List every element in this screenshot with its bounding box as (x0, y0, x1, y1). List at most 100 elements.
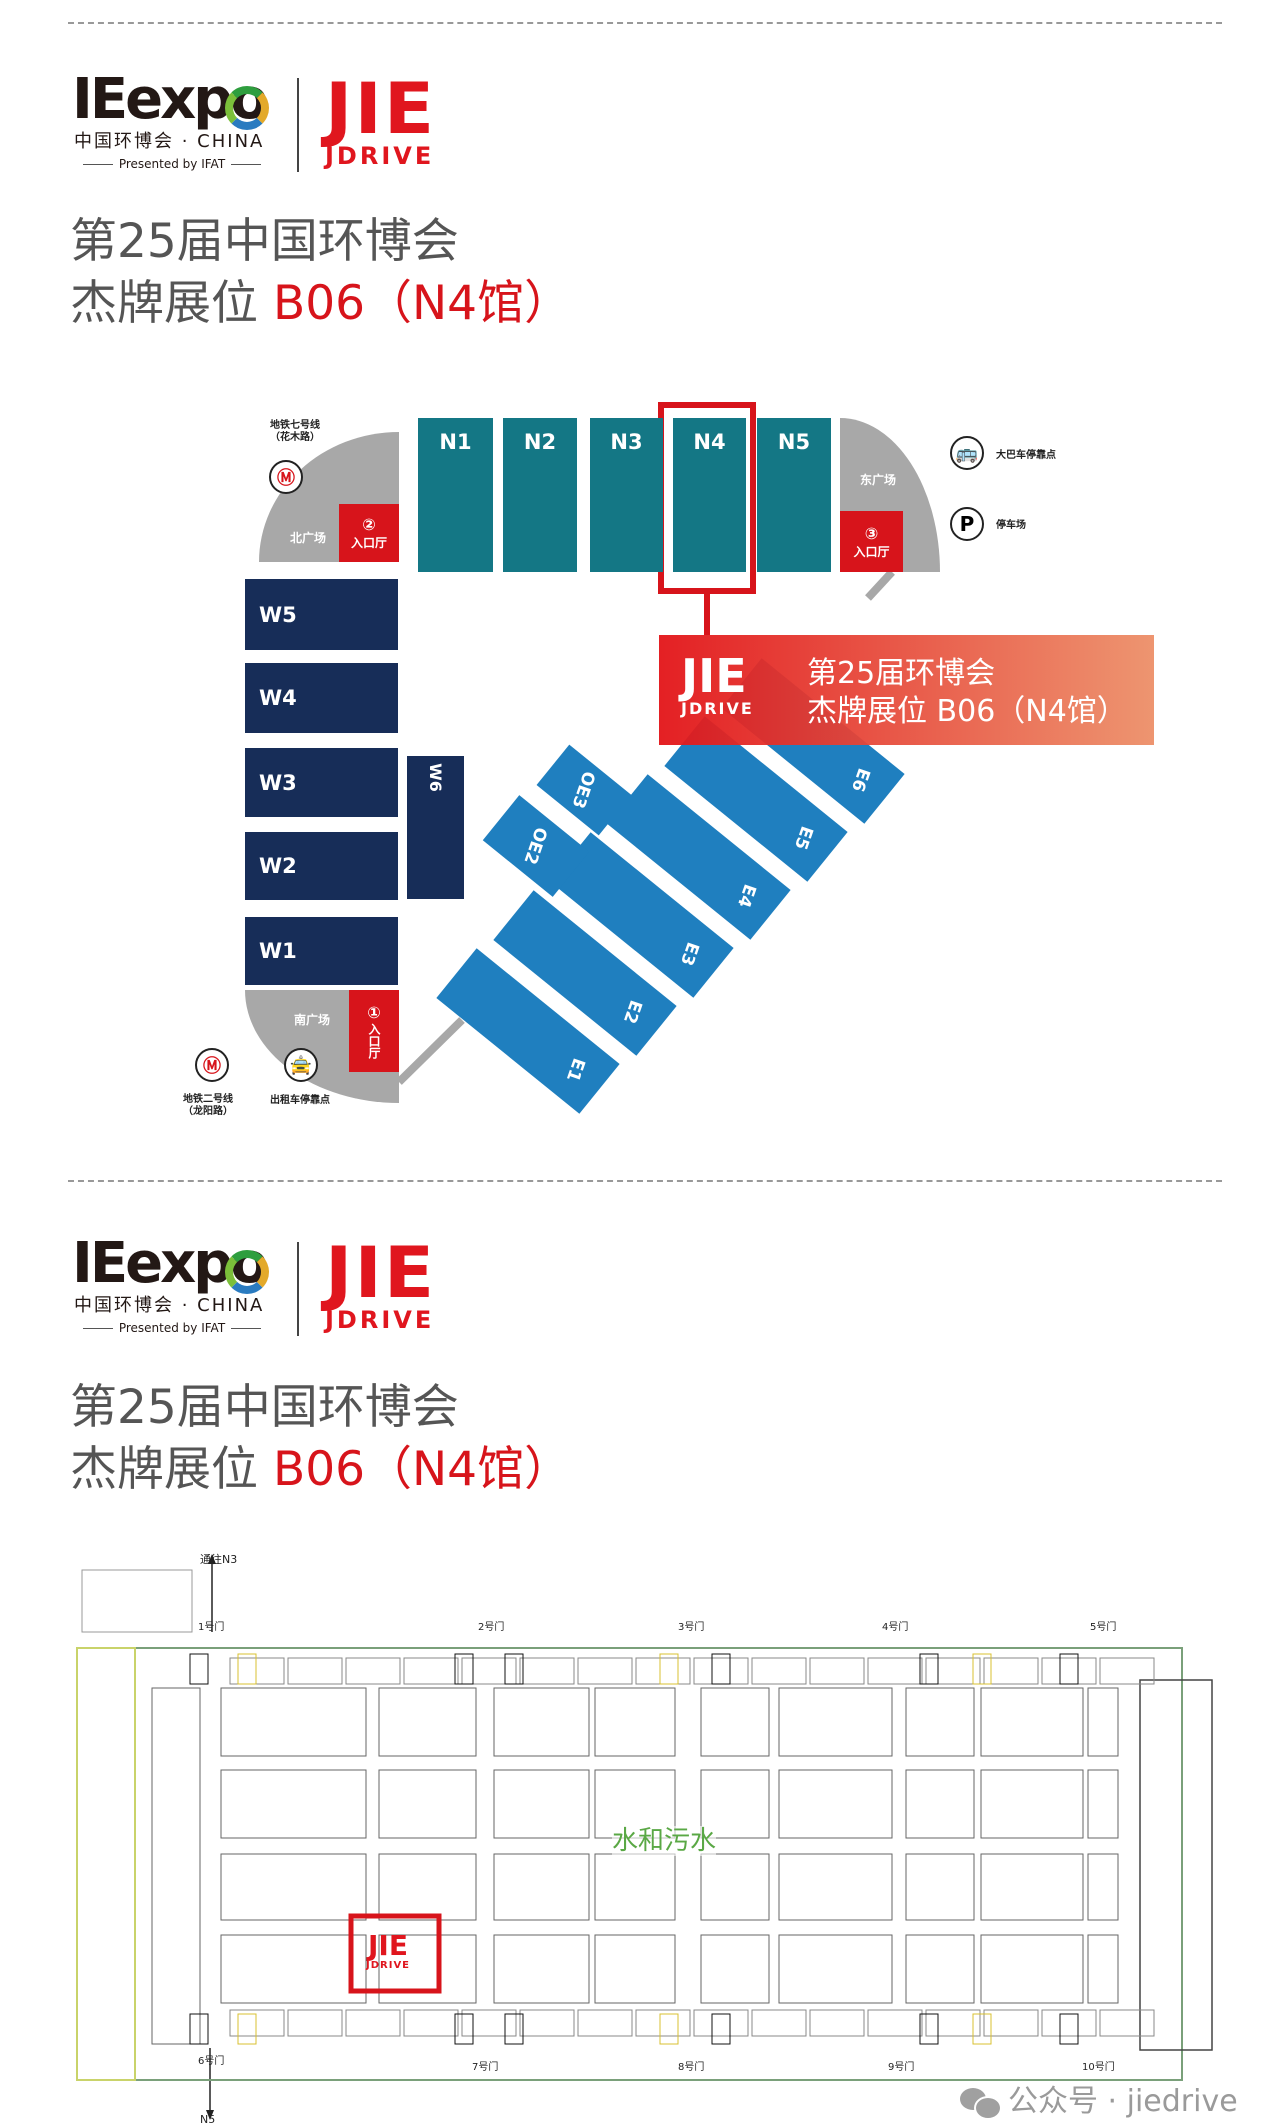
taxi-label: 出租车停靠点 (270, 1095, 330, 1106)
booth-strip-top (403, 1657, 459, 1685)
entrance-2-num: ② (362, 515, 376, 534)
booth-block (1087, 1769, 1119, 1839)
south-plaza-label: 南广场 (294, 1013, 331, 1027)
hall-oe3[interactable]: OE3 (536, 744, 632, 836)
hall-e4[interactable]: E4 (607, 774, 791, 940)
hall-e1-shape (436, 948, 620, 1114)
booth-block (905, 1853, 975, 1921)
booth-block (905, 1934, 975, 2004)
floor-plan-drawing (76, 1554, 1213, 2120)
ieexpo-presented: Presented by IFAT (72, 1321, 272, 1335)
stair-core-top (659, 1653, 679, 1685)
ieexpo-cn: 中国环博会 · CHINA (74, 1295, 265, 1316)
hall-e2[interactable]: E2 (493, 890, 677, 1056)
door-4: 4号门 (882, 1622, 909, 1633)
stair-core-bottom (504, 2013, 524, 2045)
booth-strip-top (345, 1657, 401, 1685)
booth-strip-bottom (229, 2009, 285, 2037)
booth-block (700, 1853, 770, 1921)
banner-text: 第25届环博会 杰牌展位 B06（N4馆） (807, 655, 1127, 731)
booth-block (493, 1853, 590, 1921)
booth-strip-bottom (403, 2009, 459, 2037)
section-divider (68, 1180, 1222, 1182)
booth-strip-top (229, 1657, 285, 1685)
annex-building (81, 1569, 193, 1633)
door-2: 2号门 (478, 1622, 505, 1633)
booth-block (778, 1853, 893, 1921)
hall-e5[interactable]: E5 (664, 716, 848, 882)
booth-strip-bottom (461, 2009, 517, 2037)
booth-block (980, 1769, 1084, 1839)
booth-block (220, 1853, 367, 1921)
title-booth: B06（N4馆） (272, 1442, 572, 1497)
booth-block (905, 1687, 975, 1757)
jie-booth-highlight (348, 1913, 442, 1994)
east-plaza-label: 东广场 (860, 473, 897, 487)
parking-label: 停车场 (996, 520, 1026, 531)
stair-core-top (237, 1653, 257, 1685)
booth-block (493, 1934, 590, 2004)
booth-block (778, 1687, 893, 1757)
stair-core-top (919, 1653, 939, 1685)
hall-n1[interactable]: N1 (418, 418, 493, 572)
logo-divider (297, 1242, 299, 1336)
zone-label: 水和污水 (612, 1826, 717, 1856)
hall-oe2-shape (482, 795, 590, 897)
booth-block (594, 1853, 676, 1921)
hall-w3[interactable]: W3 (245, 748, 398, 817)
title-prefix: 杰牌展位 (70, 1442, 273, 1497)
booth-strip-top (983, 1657, 1039, 1685)
parking-icon: P (950, 507, 984, 541)
booth-strip-bottom (1099, 2009, 1155, 2037)
hall-n2[interactable]: N2 (503, 418, 577, 572)
door-3: 3号门 (678, 1622, 705, 1633)
hall-n5[interactable]: N5 (757, 418, 831, 572)
watermark-text: 公众号 · jiedrive (1008, 2084, 1238, 2119)
hall-outline (76, 1647, 1183, 2081)
banner-line2: 杰牌展位 B06（N4馆） (807, 694, 1127, 729)
booth-block (980, 1687, 1084, 1757)
wechat-icon (960, 2086, 1002, 2120)
title-line1: 第25届中国环博会 (70, 1380, 459, 1435)
title-line1: 第25届中国环博会 (70, 214, 459, 269)
section-divider (68, 22, 1222, 24)
stair-core-bottom (919, 2013, 939, 2045)
hall-n4[interactable]: N4 (673, 418, 746, 572)
booth-strip-top (461, 1657, 517, 1685)
door-10: 10号门 (1082, 2062, 1115, 2073)
hall-oe2[interactable]: OE2 (482, 795, 590, 897)
door-5: 5号门 (1090, 1622, 1117, 1633)
entrance-2: ② 入口厅 (339, 504, 399, 562)
jie-logo-small: JDRIVE (325, 1306, 435, 1334)
booth-strip-top (1099, 1657, 1155, 1685)
watermark: 公众号 · jiedrive (960, 2084, 1238, 2120)
hall-w5[interactable]: W5 (245, 579, 398, 650)
stair-core-top (1059, 1653, 1079, 1685)
hall-w6[interactable]: W6 (407, 756, 464, 899)
banner-jie-big: JIE (681, 649, 747, 703)
hall-w4[interactable]: W4 (245, 663, 398, 733)
ieexpo-logo: IEexpo 中国环博会 · CHINA Presented by IFAT (72, 72, 282, 178)
arrow-head (206, 2110, 214, 2120)
metro-icon: Ⓜ (269, 460, 303, 494)
walkway-south (396, 1017, 465, 1085)
hall-w2[interactable]: W2 (245, 832, 398, 900)
stair-core-top (972, 1653, 992, 1685)
hall-n3[interactable]: N3 (590, 418, 663, 572)
west-service-area (76, 1647, 136, 2081)
title-line2: 杰牌展位 B06（N4馆） (70, 276, 571, 332)
hall-w1[interactable]: W1 (245, 917, 398, 985)
jie-logo-small: JDRIVE (325, 142, 435, 170)
ieexpo-ring-icon (225, 86, 269, 130)
hall-e1[interactable]: E1 (436, 948, 620, 1114)
entrance-3-label: 入口厅 (853, 544, 890, 559)
door-1: 1号门 (198, 1622, 225, 1633)
booth-strip-bottom (693, 2009, 749, 2037)
booth-block (905, 1769, 975, 1839)
ieexpo-ring-icon (225, 1250, 269, 1294)
jie-booth-logo[interactable]: JIE JDRIVE (366, 1932, 410, 1972)
booth-strip-top (693, 1657, 749, 1685)
to-n5-label: N5 (200, 2113, 216, 2126)
hall-e3[interactable]: E3 (550, 832, 734, 998)
